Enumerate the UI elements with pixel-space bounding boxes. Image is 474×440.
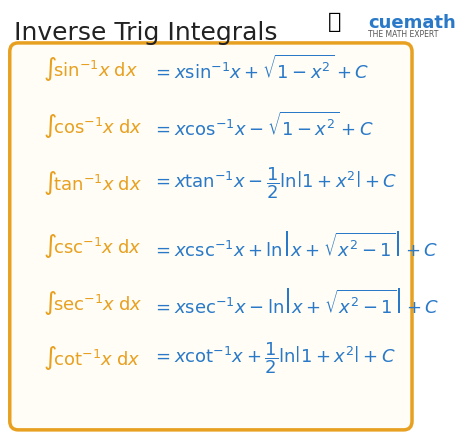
Text: 🚀: 🚀	[328, 12, 342, 32]
Text: $= x\tan^{-1}\!x - \dfrac{1}{2}\ln\!\left|1 + x^2\right| + C$: $= x\tan^{-1}\!x - \dfrac{1}{2}\ln\!\lef…	[152, 165, 398, 201]
Text: THE MATH EXPERT: THE MATH EXPERT	[368, 30, 438, 39]
FancyBboxPatch shape	[10, 43, 412, 430]
Text: $= x\cos^{-1}\!x - \sqrt{1 - x^2} + C$: $= x\cos^{-1}\!x - \sqrt{1 - x^2} + C$	[152, 112, 374, 140]
Text: Inverse Trig Integrals: Inverse Trig Integrals	[14, 21, 277, 45]
Text: $\int\!\tan^{-1}\!x\;\mathrm{d}x$: $\int\!\tan^{-1}\!x\;\mathrm{d}x$	[43, 169, 142, 197]
Text: cuemath: cuemath	[368, 14, 456, 32]
Text: $= x\csc^{-1}\!x + \ln\!\left|x + \sqrt{x^2 - 1}\right| + C$: $= x\csc^{-1}\!x + \ln\!\left|x + \sqrt{…	[152, 231, 438, 261]
Text: $= x\sec^{-1}\!x - \ln\!\left|x + \sqrt{x^2 - 1}\right| + C$: $= x\sec^{-1}\!x - \ln\!\left|x + \sqrt{…	[152, 289, 439, 318]
Text: $\int\!\sin^{-1}\!x\;\mathrm{d}x$: $\int\!\sin^{-1}\!x\;\mathrm{d}x$	[43, 55, 138, 83]
Text: $\int\!\cos^{-1}\!x\;\mathrm{d}x$: $\int\!\cos^{-1}\!x\;\mathrm{d}x$	[43, 112, 143, 140]
Text: $= x\cot^{-1}\!x + \dfrac{1}{2}\ln\!\left|1 + x^2\right| + C$: $= x\cot^{-1}\!x + \dfrac{1}{2}\ln\!\lef…	[152, 340, 396, 376]
Text: $\int\!\cot^{-1}\!x\;\mathrm{d}x$: $\int\!\cot^{-1}\!x\;\mathrm{d}x$	[43, 344, 141, 372]
Text: $= x\sin^{-1}\!x + \sqrt{1 - x^2} + C$: $= x\sin^{-1}\!x + \sqrt{1 - x^2} + C$	[152, 55, 370, 83]
Text: $\int\!\sec^{-1}\!x\;\mathrm{d}x$: $\int\!\sec^{-1}\!x\;\mathrm{d}x$	[43, 289, 143, 317]
Text: $\int\!\csc^{-1}\!x\;\mathrm{d}x$: $\int\!\csc^{-1}\!x\;\mathrm{d}x$	[43, 232, 142, 260]
